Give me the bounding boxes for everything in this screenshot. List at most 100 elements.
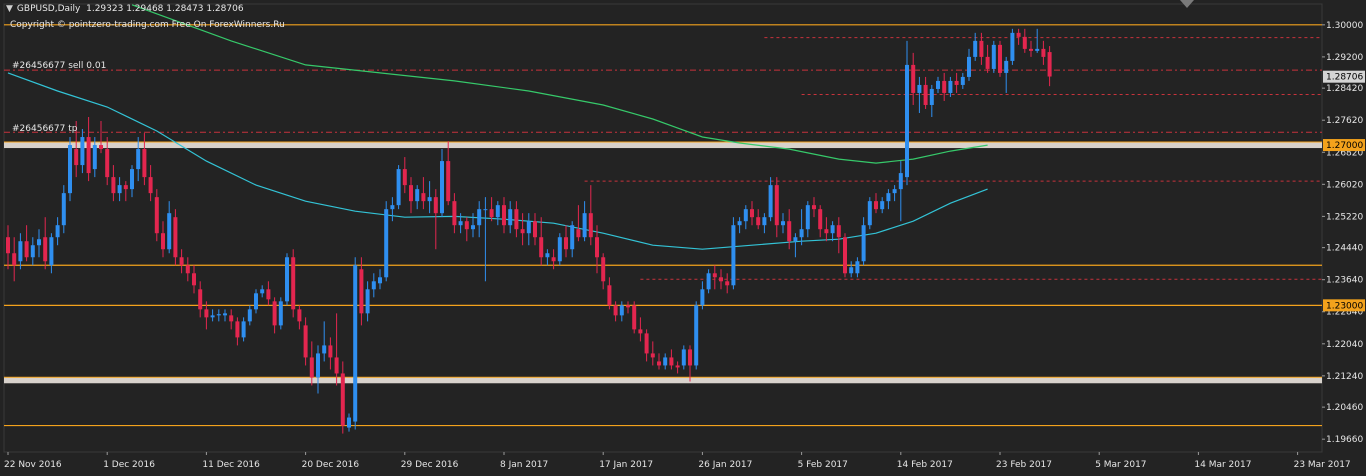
candle-body-157 [979, 40, 984, 57]
candle-body-78 [489, 209, 494, 218]
chart-shift-marker-icon[interactable] [1180, 0, 1194, 8]
candle-body-83 [520, 229, 525, 234]
candle-body-48 [303, 325, 308, 358]
candle-body-28 [179, 257, 184, 266]
candle-body-151 [942, 80, 947, 93]
y-tick-label-5: 1.26020 [1326, 180, 1363, 190]
candle-body-29 [185, 265, 190, 274]
y-tick-label-2: 1.28420 [1326, 84, 1363, 94]
candle-body-10 [68, 145, 72, 194]
candle-body-125 [781, 221, 785, 226]
candle-body-41 [260, 289, 265, 294]
candle-body-85 [533, 221, 537, 238]
candle-body-131 [818, 209, 823, 230]
candle-body-150 [936, 80, 940, 89]
candle-body-99 [619, 305, 624, 316]
candle-body-72 [452, 201, 457, 226]
candle-body-67 [421, 193, 426, 202]
y-tick-label-10: 1.22040 [1326, 340, 1363, 350]
candle-body-68 [427, 197, 432, 202]
candle-body-126 [787, 221, 792, 242]
x-tick-label-1: 1 Dec 2016 [103, 460, 155, 470]
candle-body-132 [824, 229, 829, 234]
candle-body-24 [154, 197, 159, 234]
candle-body-154 [960, 76, 965, 85]
candle-body-56 [353, 265, 358, 422]
candle-body-119 [743, 209, 748, 222]
price-label-box-2 [1323, 299, 1365, 312]
candle-body-102 [638, 329, 643, 334]
candle-body-109 [681, 349, 686, 366]
candle-body-136 [849, 267, 854, 274]
candle-body-54 [340, 373, 345, 426]
candle-body-105 [657, 361, 661, 366]
x-tick-label-3: 20 Dec 2016 [302, 460, 360, 470]
x-tick-label-6: 17 Jan 2017 [599, 460, 653, 470]
candle-body-31 [198, 289, 203, 310]
candle-body-45 [285, 257, 289, 302]
price-label-box-1 [1323, 139, 1365, 152]
candle-body-123 [768, 185, 773, 218]
candle-body-14 [92, 145, 97, 170]
candle-body-7 [49, 237, 54, 266]
y-tick-label-8: 1.23640 [1326, 276, 1363, 286]
candle-body-53 [334, 357, 339, 374]
candle-body-165 [1029, 48, 1033, 51]
candle-body-140 [874, 201, 878, 210]
candle-body-57 [359, 269, 364, 314]
candle-body-15 [99, 145, 103, 150]
x-tick-label-11: 5 Mar 2017 [1095, 460, 1146, 470]
candle-body-23 [148, 177, 153, 194]
candle-body-156 [973, 40, 978, 57]
candle-body-17 [111, 177, 116, 194]
candle-body-110 [688, 349, 692, 366]
x-tick-label-0: 22 Nov 2016 [4, 460, 62, 470]
candle-body-33 [210, 315, 215, 318]
candle-body-142 [886, 193, 891, 202]
candle-body-117 [731, 225, 736, 286]
candle-body-64 [402, 169, 407, 186]
y-tick-label-12: 1.20460 [1326, 403, 1363, 413]
copyright-text: Copyright © pointzero-trading.com Free O… [10, 20, 285, 30]
price-label-0: 1.28706 [1326, 73, 1363, 83]
candle-body-25 [161, 233, 165, 250]
candle-body-20 [130, 169, 134, 190]
candle-body-37 [235, 321, 240, 338]
candle-body-127 [793, 237, 798, 242]
candle-body-100 [626, 305, 630, 308]
candle-body-77 [483, 209, 488, 211]
candle-body-162 [1010, 32, 1015, 61]
candle-body-143 [892, 189, 897, 194]
y-tick-label-7: 1.24440 [1326, 244, 1363, 254]
candle-body-5 [37, 239, 41, 246]
candle-body-164 [1022, 36, 1027, 49]
candle-body-97 [607, 285, 612, 306]
candle-body-112 [700, 289, 705, 306]
candle-body-16 [105, 149, 110, 178]
candle-body-149 [929, 88, 934, 105]
plot-frame [3, 3, 1323, 453]
candle-body-22 [142, 149, 147, 178]
candle-body-61 [384, 209, 389, 278]
candle-body-141 [880, 201, 885, 210]
candle-body-50 [316, 353, 320, 378]
candle-body-79 [495, 205, 500, 218]
candle-body-101 [632, 305, 637, 330]
collapse-triangle-icon[interactable]: ▼ [6, 4, 13, 14]
candle-body-90 [564, 237, 568, 250]
candle-body-59 [371, 281, 376, 290]
candle-body-108 [675, 365, 680, 368]
candle-body-91 [570, 225, 575, 250]
y-tick-label-1: 1.29200 [1326, 53, 1363, 63]
candle-body-51 [322, 345, 327, 354]
candle-body-39 [247, 309, 252, 322]
candle-body-34 [216, 314, 221, 316]
candle-body-19 [123, 185, 128, 190]
candle-body-82 [514, 209, 519, 230]
candle-body-135 [843, 237, 847, 274]
candle-body-133 [830, 225, 835, 234]
candle-body-144 [898, 173, 903, 190]
candle-body-1 [12, 253, 17, 266]
